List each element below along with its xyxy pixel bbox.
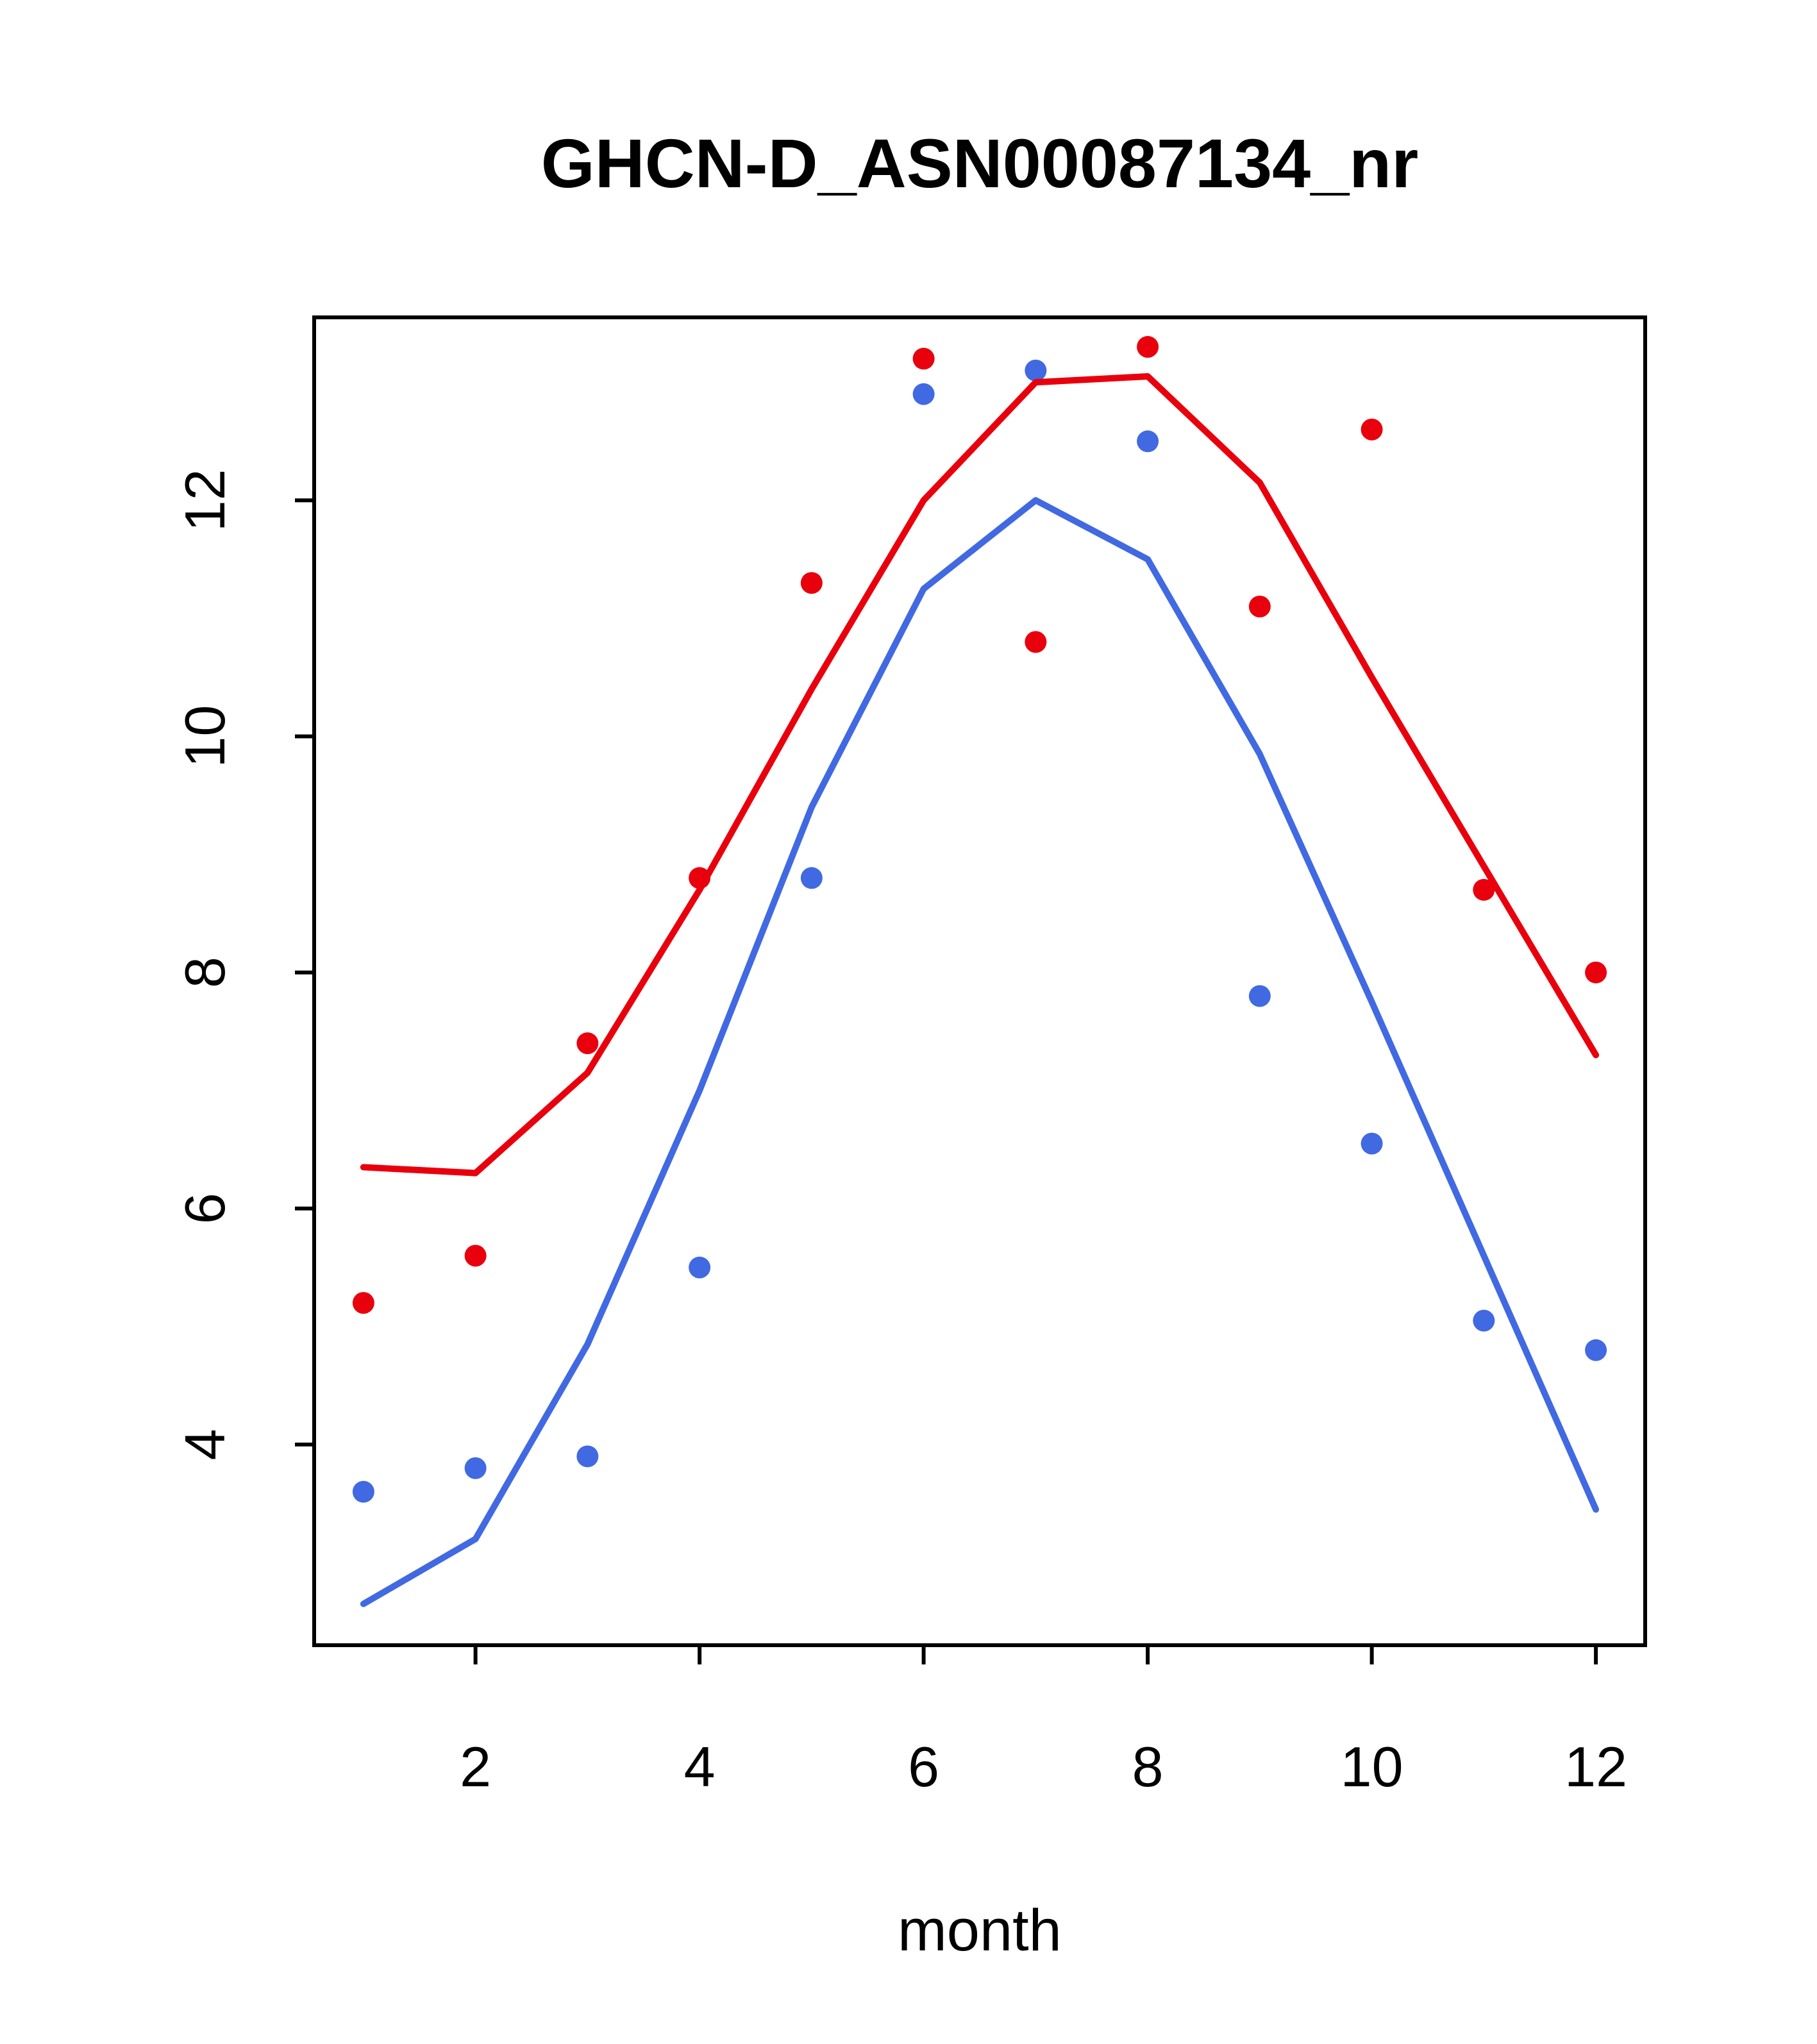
y-tick-label: 12 — [173, 469, 237, 532]
blue-points-point — [689, 1256, 711, 1278]
x-tick-label: 10 — [1341, 1735, 1403, 1798]
x-tick-label: 2 — [460, 1735, 491, 1798]
y-tick-label: 8 — [173, 957, 237, 988]
x-tick-label: 8 — [1132, 1735, 1164, 1798]
plot-area: 2 4 6 8 10 12 4 6 8 10 12 — [173, 315, 1647, 1798]
red-points-point — [912, 348, 935, 370]
y-tick-label: 4 — [173, 1429, 237, 1461]
red-points-point — [1585, 961, 1607, 984]
blue-line — [360, 497, 1600, 1607]
blue-points-point — [1473, 1309, 1495, 1332]
blue-points-point — [1361, 1132, 1383, 1155]
blue-points-point — [576, 1445, 599, 1468]
red-line — [360, 373, 1600, 1177]
red-points-point — [352, 1292, 374, 1314]
red-points-point — [1248, 596, 1271, 618]
y-tick-label: 6 — [173, 1193, 237, 1224]
red-points-point — [1137, 336, 1159, 358]
red-points-point — [800, 572, 823, 594]
red-points-point — [576, 1032, 599, 1055]
x-tick-label: 12 — [1564, 1735, 1627, 1798]
blue-points-point — [352, 1480, 374, 1503]
blue-points-point — [1585, 1339, 1607, 1361]
chart-title: GHCN-D_ASN00087134_nr — [541, 124, 1419, 202]
blue-points-point — [912, 383, 935, 405]
blue-points-point — [464, 1457, 487, 1479]
y-tick-label: 10 — [173, 705, 237, 768]
plot-box — [312, 315, 1647, 1647]
blue-points-point — [800, 867, 823, 889]
blue-points-point — [1248, 985, 1271, 1007]
x-tick-label: 4 — [684, 1735, 716, 1798]
red-points-point — [1473, 878, 1495, 901]
blue-points-point — [1137, 430, 1159, 453]
blue-points-point — [1025, 359, 1047, 381]
x-axis-label: month — [898, 1898, 1062, 1963]
red-points-point — [464, 1244, 487, 1267]
x-tick-label: 6 — [908, 1735, 939, 1798]
red-points-point — [1025, 631, 1047, 653]
red-points-point — [1361, 418, 1383, 440]
